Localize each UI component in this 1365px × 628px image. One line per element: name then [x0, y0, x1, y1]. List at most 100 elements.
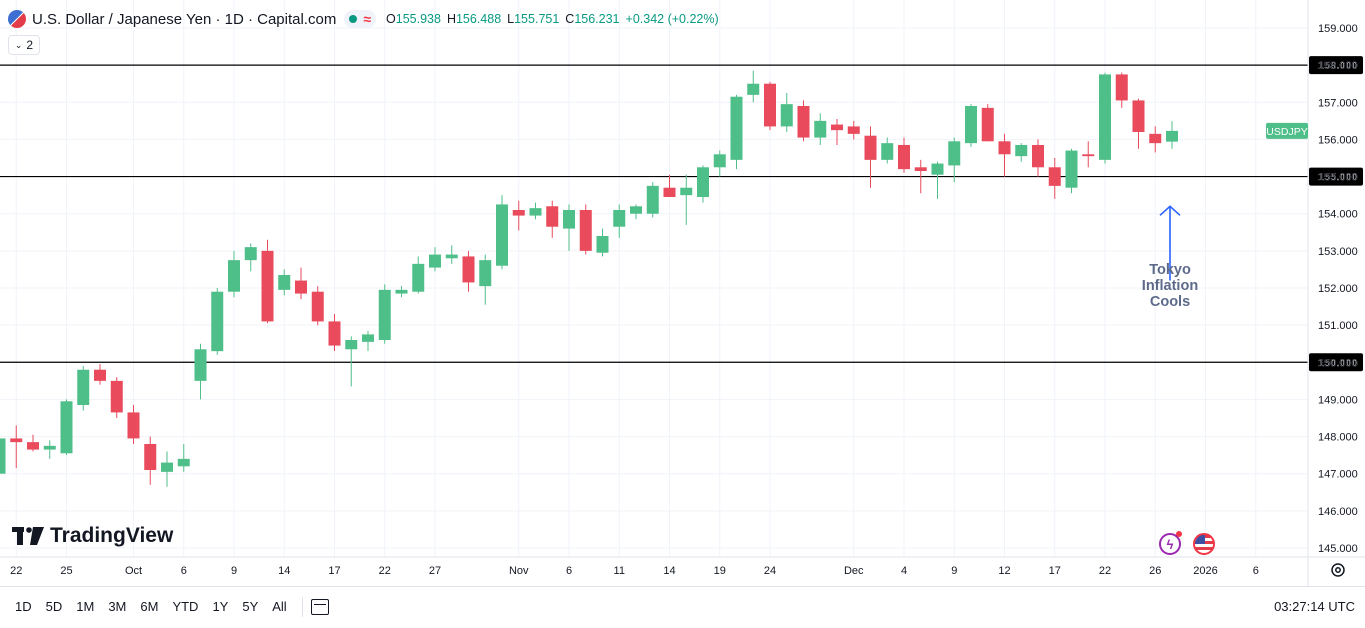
toolbar-divider [301, 596, 303, 617]
candle-body [630, 206, 642, 214]
ohlc-values: O155.938 H156.488 L155.751 C156.231 +0.3… [386, 12, 719, 26]
candle-body [998, 141, 1011, 155]
time-tick-label: 6 [181, 565, 187, 577]
price-tick-label: 147.000 [1318, 469, 1358, 481]
candle-body [429, 254, 441, 268]
candle-body [445, 254, 458, 259]
time-tick-label: 12 [998, 565, 1010, 577]
timeframe-button-5y[interactable]: 5Y [242, 599, 259, 614]
candle-body [177, 458, 190, 467]
candle-body [10, 438, 23, 443]
timeframe-button-ytd[interactable]: YTD [172, 599, 199, 614]
candle-body [1115, 74, 1128, 101]
candle-body [412, 263, 425, 292]
candle-body [697, 167, 709, 197]
logo-text: TradingView [50, 524, 174, 547]
candle-body [981, 107, 994, 142]
candle-body [847, 126, 860, 134]
timeframe-button-5d[interactable]: 5D [45, 599, 63, 614]
price-tick-label: 151.000 [1318, 320, 1358, 332]
candle-body [144, 444, 157, 470]
time-tick-label: 22 [379, 565, 391, 577]
indicator-count: 2 [26, 38, 34, 52]
time-tick-label: 2026 [1193, 565, 1217, 577]
candle-body [496, 204, 508, 266]
timeframe-button-1y[interactable]: 1Y [212, 599, 229, 614]
time-tick-label: Dec [844, 565, 864, 577]
candle-body [0, 438, 6, 474]
time-tick-label: 22 [1099, 565, 1111, 577]
timeframe-button-1d[interactable]: 1D [15, 599, 32, 614]
annotation-text: Tokyo Inflation Cools [1128, 262, 1212, 310]
timeframe-button-6m[interactable]: 6M [140, 599, 159, 614]
candle-body [780, 104, 793, 127]
candle-body [261, 250, 274, 322]
candle-body [1065, 150, 1078, 188]
candle-body [680, 187, 693, 196]
price-tick-label: 153.000 [1318, 246, 1358, 258]
tradingview-logo-icon [12, 527, 44, 545]
candle-body [512, 210, 525, 216]
time-tick-label: 26 [1149, 565, 1161, 577]
candle-body [378, 289, 391, 340]
chevron-down-icon: ⌄ [14, 39, 23, 50]
time-axis[interactable]: 22 25 Oct 6 9 14 17 22 27 Nov 6 11 14 19 24 Dec 4 9 12 17 22… [0, 556, 1365, 577]
timeframe-list: 1D 5D 1M 3M 6M YTD 1Y 5Y All [8, 599, 294, 614]
candle-body [1015, 145, 1028, 157]
open-label: O [386, 12, 396, 26]
price-tick-label: 145.000 [1318, 543, 1358, 555]
symbol-badge-label: USDJPY [1266, 126, 1307, 138]
time-tick-label: 6 [1253, 565, 1259, 577]
open-value: 155.938 [395, 12, 441, 26]
price-tick-label: 158.000 [1318, 60, 1358, 72]
candle-body [77, 369, 90, 405]
time-tick-label: Oct [125, 565, 142, 577]
time-tick-label: 4 [901, 565, 907, 577]
candle-body [529, 208, 542, 216]
horizontal-levels[interactable]: 158.000 155.000 150.000 [0, 56, 1363, 372]
time-tick-label: 14 [663, 565, 675, 577]
us-flag-icon[interactable] [1193, 533, 1215, 555]
chart-grid [0, 0, 1308, 557]
bolt-icon[interactable]: ϟ [1159, 533, 1181, 555]
candle-body [831, 124, 843, 131]
symbol-legend[interactable]: U.S. Dollar / Japanese Yen · 1D · Capita… [8, 9, 719, 29]
timeframe-button-3m[interactable]: 3M [108, 599, 127, 614]
timeframe-button-all[interactable]: All [272, 599, 287, 614]
candle-body [646, 185, 659, 214]
price-tick-label: 159.000 [1318, 23, 1358, 35]
time-tick-label: 19 [714, 565, 726, 577]
settings-gear-icon[interactable] [1329, 561, 1347, 579]
calendar-icon[interactable] [310, 598, 329, 615]
price-axis[interactable]: 145.000 146.000 147.000 148.000 149.000 150.0… [1266, 0, 1358, 586]
candle-body [948, 141, 961, 166]
close-label: C [565, 12, 575, 26]
candle-body [228, 260, 240, 292]
candle-body [110, 380, 123, 413]
candle-body [596, 236, 609, 253]
low-value: 155.751 [514, 12, 560, 26]
time-tick-label: 24 [764, 565, 776, 577]
candle-body [311, 291, 324, 322]
indicators-toggle-button[interactable]: ⌄ 2 [8, 35, 40, 55]
candle-body [395, 289, 408, 294]
level-price-label: 158.000 [1318, 60, 1358, 72]
price-tick-label: 154.000 [1318, 209, 1358, 221]
time-tick-label: 9 [231, 565, 237, 577]
notification-dot-icon [1176, 531, 1182, 537]
high-value: 156.488 [455, 12, 502, 26]
market-status[interactable]: ≈ [344, 10, 377, 28]
candle-body [814, 120, 827, 138]
timeframe-button-1m[interactable]: 1M [76, 599, 95, 614]
utc-clock[interactable]: 03:27:14 UTC [1274, 599, 1355, 614]
candle-body [881, 143, 894, 160]
symbol-title[interactable]: U.S. Dollar / Japanese Yen · 1D · Capita… [32, 10, 337, 28]
time-tick-label: 9 [951, 565, 957, 577]
candle-body [1032, 145, 1044, 168]
tradingview-logo[interactable]: TradingView [12, 524, 173, 548]
candle-body [546, 206, 559, 227]
price-tick-label: 157.000 [1318, 97, 1358, 109]
price-chart[interactable]: 158.000 155.000 150.000 145.000 146.000 147.… [0, 0, 1365, 586]
level-price-label: 155.000 [1318, 172, 1358, 184]
annotation-line-2: Inflation [1141, 278, 1199, 294]
